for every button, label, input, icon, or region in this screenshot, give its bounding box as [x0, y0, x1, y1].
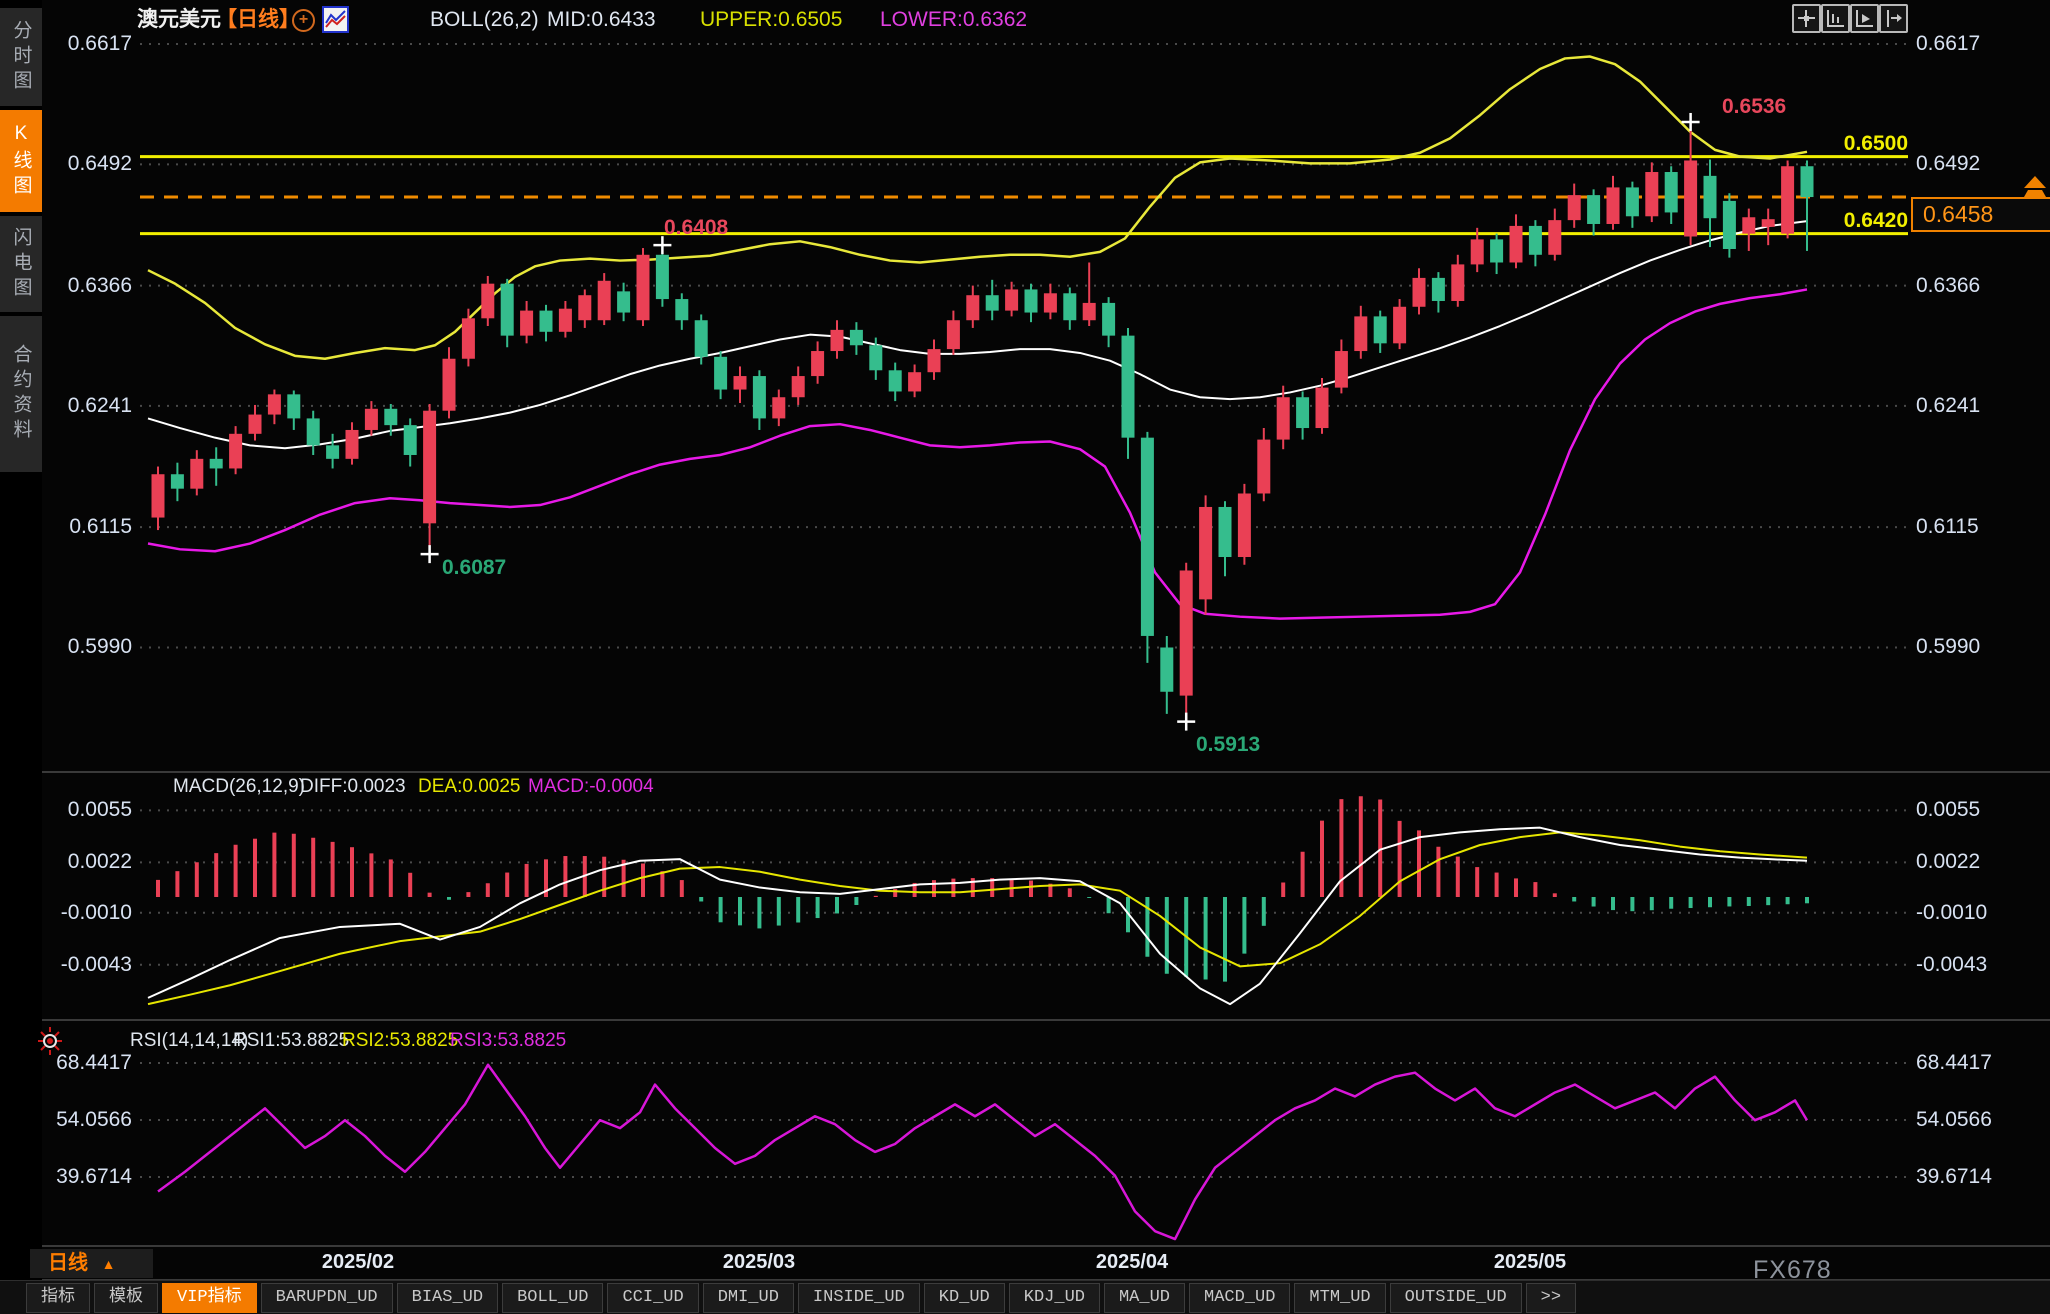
axis-label: -0.0010	[60, 900, 132, 924]
axis-label: 0.6241	[1916, 393, 1981, 417]
axis-label: -0.0043	[1916, 952, 1988, 976]
axis-label: 0.5990	[1916, 635, 1981, 659]
indicator-tab[interactable]: KD_UD	[923, 1282, 1005, 1313]
last-price-badge: 0.6458	[1911, 197, 2050, 232]
axis-zoom-in-icon[interactable]	[1821, 4, 1850, 33]
period-selector-arrow-icon: ▲	[101, 1256, 116, 1272]
boll-lower-value: LOWER:0.6362	[880, 8, 1028, 31]
axis-label: 0.6115	[1916, 515, 1979, 539]
axis-label: 0.6366	[67, 273, 132, 297]
axis-label: 0.6366	[1916, 273, 1981, 297]
sidebar-item-3[interactable]: 闪电图	[0, 216, 42, 312]
date-axis-label: 2025/05	[1493, 1251, 1567, 1273]
macd-value: MACD:-0.0004	[528, 776, 654, 797]
watermark: FX678	[1753, 1256, 1832, 1284]
axis-label: 39.6714	[56, 1165, 132, 1188]
axis-label: 0.0022	[1916, 850, 1981, 874]
rsi2-value: RSI2:53.8825	[342, 1030, 459, 1051]
vip-indicator-sun-icon[interactable]	[36, 1026, 64, 1056]
axis-cursor-icon[interactable]	[1850, 4, 1879, 33]
indicator-tab[interactable]: >>	[1525, 1282, 1577, 1313]
axis-label: 0.6617	[67, 32, 132, 55]
axis-label: 39.6714	[1916, 1165, 1992, 1188]
boll-mid-value: MID:0.6433	[547, 8, 656, 31]
boll-indicator-label: BOLL(26,2)	[430, 8, 539, 31]
boll-upper-value: UPPER:0.6505	[700, 8, 843, 31]
indicator-tab[interactable]: MA_UD	[1103, 1282, 1185, 1313]
hline-label: 0.6420	[1843, 208, 1908, 232]
shift-right-icon[interactable]	[1879, 4, 1908, 33]
indicator-tab[interactable]: BOLL_UD	[502, 1282, 604, 1313]
price-annotation: 0.6536	[1722, 95, 1787, 118]
add-indicator-icon[interactable]: +	[292, 9, 315, 32]
hline-label: 0.6500	[1843, 131, 1908, 155]
axis-label: -0.0010	[1916, 900, 1988, 924]
left-sidebar: 分时图 K线图 闪电图 合约资料	[0, 0, 42, 1314]
indicator-tab[interactable]: MACD_UD	[1189, 1282, 1291, 1313]
axis-label: 0.6492	[1916, 152, 1981, 176]
period-selector[interactable]: 日线 ▲	[30, 1249, 153, 1278]
rsi3-value: RSI3:53.8825	[450, 1030, 567, 1051]
macd-indicator-label: MACD(26,12,9)	[173, 776, 305, 797]
period-tag[interactable]: 【日线】	[216, 8, 300, 31]
macd-dea-value: DEA:0.0025	[418, 776, 521, 797]
axis-label: 0.6617	[1916, 32, 1981, 55]
indicator-tab[interactable]: INSIDE_UD	[797, 1282, 920, 1313]
price-annotation: 0.6408	[664, 216, 729, 239]
axis-label: 68.4417	[56, 1050, 132, 1074]
indicator-tab-bar: 指标 模板 VIP指标 BARUPDN_UD BIAS_UD BOLL_UD CCI_UD D…	[0, 1280, 2050, 1314]
indicator-tab[interactable]: CCI_UD	[607, 1282, 699, 1313]
axis-label: 0.0055	[1916, 798, 1981, 822]
date-axis-label: 2025/02	[321, 1251, 395, 1273]
axis-label: -0.0043	[60, 952, 132, 976]
mini-chart-icon[interactable]	[322, 6, 349, 33]
indicator-tab[interactable]: DMI_UD	[702, 1282, 794, 1313]
indicator-tab[interactable]: VIP指标	[162, 1282, 257, 1313]
date-axis-label: 2025/04	[1095, 1251, 1169, 1273]
indicator-tab[interactable]: 指标	[26, 1282, 90, 1313]
indicator-tab[interactable]: OUTSIDE_UD	[1389, 1282, 1522, 1313]
price-up-arrow-icon	[2024, 176, 2046, 197]
axis-label: 0.5990	[67, 635, 132, 659]
indicator-tab[interactable]: BIAS_UD	[396, 1282, 499, 1313]
axis-label: 0.6492	[67, 152, 132, 176]
rsi-indicator-label: RSI(14,14,14)	[130, 1030, 249, 1051]
sidebar-item-4[interactable]: 合约资料	[0, 316, 42, 472]
pan-crosshair-icon[interactable]	[1792, 4, 1821, 33]
axis-label: 54.0566	[56, 1108, 132, 1131]
axis-label: 0.0055	[67, 798, 132, 822]
axis-label: 68.4417	[1916, 1050, 1992, 1074]
period-selector-label: 日线	[48, 1252, 88, 1274]
indicator-tab[interactable]: BARUPDN_UD	[260, 1282, 393, 1313]
rsi1-value: RSI1:53.8825	[233, 1030, 350, 1051]
sidebar-item-2[interactable]: K线图	[0, 110, 42, 212]
indicator-tab[interactable]: KDJ_UD	[1008, 1282, 1100, 1313]
macd-diff-value: DIFF:0.0023	[300, 776, 406, 797]
axis-label: 0.6115	[69, 515, 132, 539]
indicator-tab[interactable]: 模板	[94, 1282, 158, 1313]
axis-label: 54.0566	[1916, 1108, 1992, 1131]
symbol-title: 澳元美元	[137, 8, 221, 31]
axis-label: 0.6241	[67, 393, 132, 417]
date-axis-label: 2025/03	[722, 1251, 796, 1273]
sidebar-item-1[interactable]: 分时图	[0, 8, 42, 106]
price-annotation: 0.6087	[442, 556, 507, 579]
indicator-tab[interactable]: MTM_UD	[1294, 1282, 1386, 1313]
axis-label: 0.0022	[67, 850, 132, 874]
price-annotation: 0.5913	[1196, 733, 1261, 756]
